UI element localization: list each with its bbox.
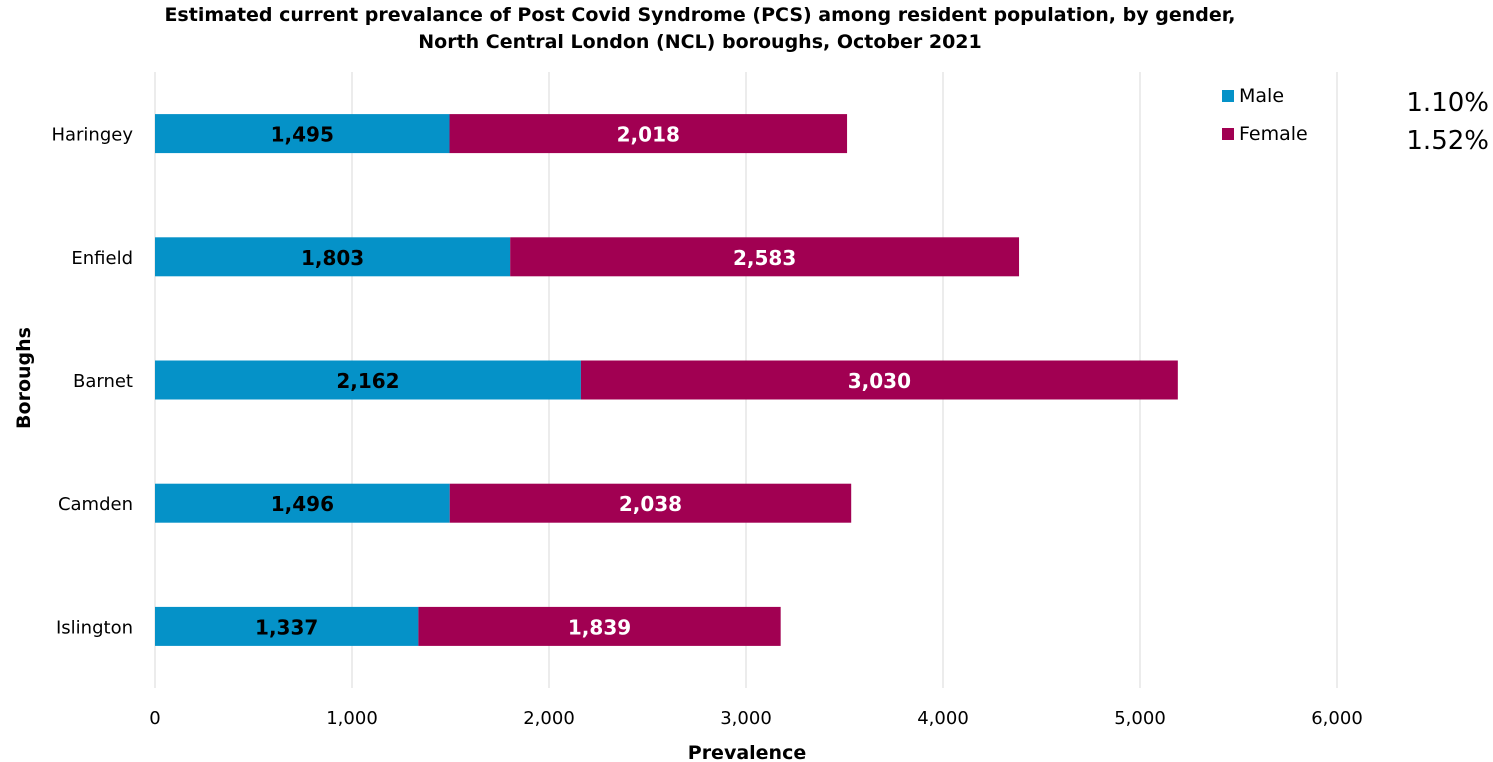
chart-title-wrap: Estimated current prevalance of Post Cov…	[0, 2, 1400, 56]
x-tick-label: 2,000	[523, 708, 575, 729]
bars: 1,495 2,018 1,803 2,583 2,162 3,030 1,496 2,038…	[155, 114, 1178, 646]
x-tick-label: 3,000	[720, 708, 772, 729]
bar-female	[449, 483, 852, 523]
legend-label: Male	[1239, 85, 1284, 107]
x-tick-label: 6,000	[1311, 708, 1363, 729]
data-label: 1,337	[255, 615, 318, 639]
chart-title: Estimated current prevalance of Post Cov…	[164, 4, 1236, 53]
x-tick-label: 4,000	[917, 708, 969, 729]
y-tick-label: Enfield	[71, 248, 133, 269]
legend-swatch	[1222, 90, 1234, 102]
data-label: 1,839	[568, 615, 631, 639]
bar-male	[155, 114, 450, 154]
y-tick-label: Islington	[56, 617, 133, 638]
data-label: 2,018	[617, 123, 680, 147]
legend: Male Female	[1222, 85, 1308, 145]
data-label: 1,803	[301, 246, 364, 270]
legend-swatch	[1222, 128, 1234, 140]
bar-male	[155, 606, 419, 646]
y-tick-labels: Haringey Enfield Barnet Camden Islington	[51, 125, 133, 639]
legend-label: Female	[1239, 123, 1308, 145]
bar-female	[418, 606, 781, 646]
data-label: 1,495	[271, 123, 334, 147]
data-label: 1,496	[271, 492, 334, 516]
data-label: 2,038	[619, 492, 682, 516]
x-axis-title: Prevalence	[688, 742, 806, 762]
y-tick-label: Barnet	[73, 371, 133, 392]
percent-annotations: 1.10% 1.52%	[1406, 88, 1489, 156]
x-tick-label: 5,000	[1114, 708, 1166, 729]
data-label: 2,162	[336, 369, 399, 393]
y-axis-title: Boroughs	[13, 327, 35, 429]
data-label: 2,583	[733, 246, 796, 270]
bar-male	[155, 483, 450, 523]
percent-annotation: 1.52%	[1406, 126, 1489, 156]
y-tick-label: Haringey	[51, 125, 133, 146]
bar-male	[155, 237, 511, 277]
bar-male	[155, 360, 581, 400]
y-tick-label: Camden	[58, 494, 133, 515]
x-tick-labels: 0 1,000 2,000 3,000 4,000 5,000 6,000	[149, 708, 1362, 729]
x-tick-label: 0	[149, 708, 160, 729]
bar-female	[580, 360, 1178, 400]
bar-female	[510, 237, 1020, 277]
x-tick-label: 1,000	[326, 708, 378, 729]
data-label: 3,030	[848, 369, 911, 393]
percent-annotation: 1.10%	[1406, 88, 1489, 118]
bar-female	[449, 114, 848, 154]
